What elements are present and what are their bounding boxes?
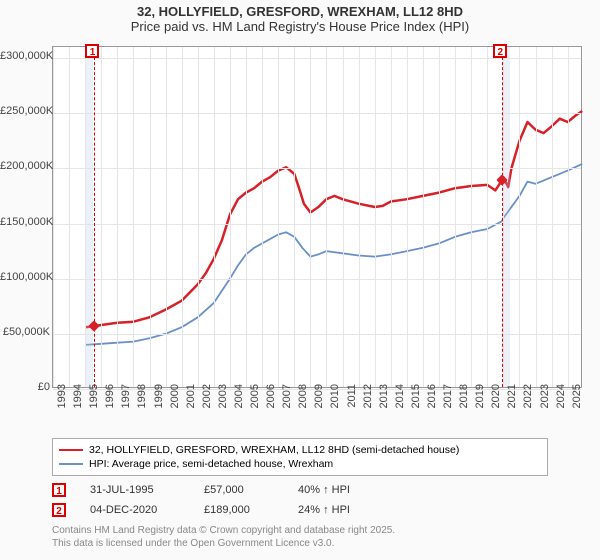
transaction-date: 04-DEC-2020 <box>90 504 180 516</box>
title-block: 32, HOLLYFIELD, GRESFORD, WREXHAM, LL12 … <box>0 0 600 36</box>
x-axis-label: 2010 <box>329 384 341 424</box>
x-axis-label: 1995 <box>88 384 100 424</box>
x-axis-label: 2003 <box>217 384 229 424</box>
transaction-price: £189,000 <box>204 504 274 516</box>
x-axis-label: 2007 <box>281 384 293 424</box>
x-axis-label: 2005 <box>249 384 261 424</box>
x-axis-label: 2018 <box>458 384 470 424</box>
y-axis-label: £150,000K <box>0 216 50 228</box>
title-line1: 32, HOLLYFIELD, GRESFORD, WREXHAM, LL12 … <box>0 4 600 19</box>
x-axis-label: 1999 <box>153 384 165 424</box>
transaction-price: £57,000 <box>204 484 274 496</box>
x-axis-label: 2002 <box>201 384 213 424</box>
attribution-line2: This data is licensed under the Open Gov… <box>52 537 548 550</box>
x-axis-label: 2020 <box>490 384 502 424</box>
chart-area: £0 £50,000K £100,000K £150,000K £200,000K £25… <box>0 36 600 436</box>
x-axis-label: 2011 <box>346 384 358 424</box>
x-axis-label: 2004 <box>233 384 245 424</box>
x-axis-label: 1994 <box>72 384 84 424</box>
attribution: Contains HM Land Registry data © Crown c… <box>52 524 548 550</box>
y-axis-label: £250,000K <box>0 105 50 117</box>
plot-region <box>52 46 582 388</box>
legend-label: HPI: Average price, semi-detached house,… <box>89 458 333 470</box>
x-axis-label: 2019 <box>474 384 486 424</box>
x-axis-label: 2000 <box>169 384 181 424</box>
y-axis-label: £100,000K <box>0 271 50 283</box>
event-marker: 2 <box>493 44 507 58</box>
x-axis-label: 2017 <box>442 384 454 424</box>
marker-id: 2 <box>52 503 66 517</box>
legend-label: 32, HOLLYFIELD, GRESFORD, WREXHAM, LL12 … <box>89 444 459 456</box>
x-axis-label: 1996 <box>104 384 116 424</box>
chart-container: 32, HOLLYFIELD, GRESFORD, WREXHAM, LL12 … <box>0 0 600 560</box>
legend-swatch <box>59 463 83 465</box>
x-axis-label: 1997 <box>120 384 132 424</box>
x-axis-label: 2025 <box>571 384 583 424</box>
legend: 32, HOLLYFIELD, GRESFORD, WREXHAM, LL12 … <box>52 438 548 476</box>
x-axis-label: 2021 <box>506 384 518 424</box>
x-axis-label: 1993 <box>56 384 68 424</box>
legend-swatch <box>59 449 83 451</box>
x-axis-label: 2023 <box>539 384 551 424</box>
transaction-row: 2 04-DEC-2020 £189,000 24% ↑ HPI <box>52 500 548 520</box>
x-axis-label: 2012 <box>362 384 374 424</box>
event-marker: 1 <box>85 44 99 58</box>
title-line2: Price paid vs. HM Land Registry's House … <box>0 19 600 34</box>
x-axis-label: 2013 <box>378 384 390 424</box>
transaction-row: 1 31-JUL-1995 £57,000 40% ↑ HPI <box>52 480 548 500</box>
x-axis-label: 2001 <box>185 384 197 424</box>
y-axis-label: £0 <box>0 381 50 393</box>
y-axis-label: £200,000K <box>0 160 50 172</box>
x-axis-label: 1998 <box>136 384 148 424</box>
transaction-pct: 40% ↑ HPI <box>298 484 388 496</box>
transaction-date: 31-JUL-1995 <box>90 484 180 496</box>
x-axis-label: 2015 <box>410 384 422 424</box>
y-axis-label: £50,000K <box>0 326 50 338</box>
marker-id: 1 <box>52 483 66 497</box>
legend-row: HPI: Average price, semi-detached house,… <box>59 457 541 471</box>
attribution-line1: Contains HM Land Registry data © Crown c… <box>52 524 548 537</box>
transaction-table: 1 31-JUL-1995 £57,000 40% ↑ HPI 2 04-DEC… <box>52 480 548 520</box>
legend-row: 32, HOLLYFIELD, GRESFORD, WREXHAM, LL12 … <box>59 443 541 457</box>
transaction-pct: 24% ↑ HPI <box>298 504 388 516</box>
x-axis-label: 2024 <box>555 384 567 424</box>
x-axis-label: 2022 <box>522 384 534 424</box>
x-axis-label: 2009 <box>313 384 325 424</box>
x-axis-label: 2006 <box>265 384 277 424</box>
x-axis-label: 2016 <box>426 384 438 424</box>
x-axis-label: 2014 <box>394 384 406 424</box>
y-axis-label: £300,000K <box>0 50 50 62</box>
x-axis-label: 2008 <box>297 384 309 424</box>
